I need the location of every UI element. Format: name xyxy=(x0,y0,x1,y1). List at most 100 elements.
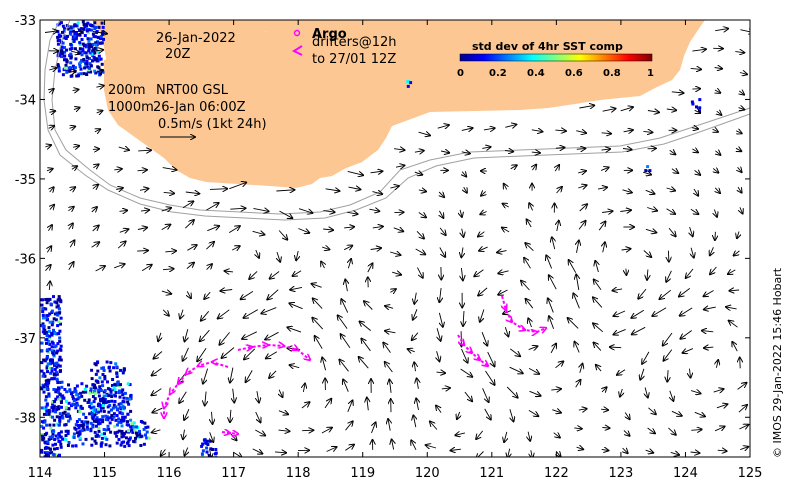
sst-pixel xyxy=(144,433,147,437)
current-arrow xyxy=(270,271,280,279)
sst-pixel xyxy=(100,432,104,436)
sst-pixel xyxy=(45,453,48,457)
current-arrow xyxy=(461,152,470,154)
current-arrow xyxy=(339,360,349,372)
sst-pixel xyxy=(76,21,80,25)
sst-pixel xyxy=(85,24,88,28)
sst-pixel xyxy=(97,407,100,411)
current-arrow xyxy=(622,149,632,150)
sst-pixel xyxy=(88,43,92,47)
sst-pixel xyxy=(69,55,73,59)
current-arrow xyxy=(372,226,383,228)
sst-pixel xyxy=(66,34,69,38)
current-arrow xyxy=(546,255,553,269)
sst-pixel xyxy=(70,392,73,396)
current-arrow xyxy=(632,326,646,334)
sst-pixel xyxy=(63,388,67,391)
sst-pixel xyxy=(58,418,62,421)
current-arrow xyxy=(255,429,265,436)
sst-pixel xyxy=(44,441,48,445)
sst-pixel xyxy=(55,361,59,365)
sst-pixel xyxy=(58,297,62,301)
current-arrow xyxy=(717,111,722,115)
sst-pixel xyxy=(63,36,67,40)
sst-pixel xyxy=(58,392,62,396)
sst-pixel xyxy=(65,59,69,63)
sst-pixel xyxy=(89,429,93,433)
current-arrow xyxy=(463,310,464,326)
sst-pixel xyxy=(99,399,103,402)
sst-pixel xyxy=(126,382,130,386)
sst-pixel xyxy=(79,61,82,65)
current-arrow xyxy=(692,149,698,153)
sst-pixel xyxy=(114,394,117,398)
sst-pixel xyxy=(58,53,61,57)
current-arrow xyxy=(498,271,509,274)
y-tick-label: -38 xyxy=(15,411,36,426)
sst-pixel xyxy=(108,387,112,391)
sst-pixel xyxy=(109,389,113,393)
sst-pixel xyxy=(94,35,98,39)
current-arrow xyxy=(555,148,565,149)
current-arrow xyxy=(738,187,742,193)
current-arrow xyxy=(279,389,282,397)
sst-pixel xyxy=(104,443,108,447)
sst-pixel xyxy=(75,431,79,435)
current-arrow xyxy=(568,318,579,329)
sst-pixel xyxy=(118,406,122,409)
current-arrow xyxy=(364,301,373,310)
sst-pixel xyxy=(114,391,118,394)
sst-pixel xyxy=(47,339,51,343)
current-arrow xyxy=(370,171,383,173)
current-arrow xyxy=(669,150,676,154)
current-arrow xyxy=(602,211,612,212)
sst-pixel xyxy=(68,417,72,421)
sst-pixel xyxy=(79,72,83,76)
current-arrow xyxy=(601,149,611,150)
x-tick-label: 120 xyxy=(415,466,440,481)
sst-pixel xyxy=(122,368,126,372)
current-arrow xyxy=(49,126,55,128)
sst-pixel xyxy=(78,41,82,45)
current-arrow xyxy=(557,221,559,232)
sst-pixel xyxy=(45,301,49,305)
sst-pixel xyxy=(44,395,48,399)
sst-pixel xyxy=(68,389,72,393)
sst-pixel xyxy=(112,412,116,416)
sst-pixel xyxy=(72,39,76,43)
current-arrow xyxy=(510,409,514,421)
current-arrow xyxy=(50,187,54,192)
sst-pixel xyxy=(74,444,78,448)
current-arrow xyxy=(348,259,351,269)
sst-pixel xyxy=(42,390,46,394)
current-arrow xyxy=(503,204,509,207)
current-arrow xyxy=(92,207,97,212)
current-arrow xyxy=(205,391,206,406)
current-arrow xyxy=(372,192,383,195)
sst-pixel xyxy=(61,30,64,34)
sst-pixel xyxy=(103,377,107,381)
current-arrow xyxy=(671,410,682,416)
sst-pixel xyxy=(40,298,44,302)
sst-pixel xyxy=(105,360,109,364)
current-arrow xyxy=(394,149,404,150)
sst-pixel xyxy=(61,73,65,77)
current-arrow xyxy=(740,207,743,213)
current-arrow xyxy=(683,348,694,353)
current-arrow xyxy=(504,431,507,442)
current-arrow xyxy=(298,208,312,213)
sst-pixel xyxy=(57,295,61,299)
current-arrow xyxy=(610,347,622,348)
current-arrow xyxy=(277,251,280,262)
sst-pixel xyxy=(46,442,50,445)
current-arrow xyxy=(163,192,175,193)
sst-pixel xyxy=(46,382,50,386)
sst-pixel xyxy=(51,351,55,355)
sst-pixel xyxy=(62,54,66,58)
sst-pixel xyxy=(91,59,94,63)
sst-pixel xyxy=(53,363,56,367)
sst-pixel xyxy=(110,408,113,412)
sst-pixel xyxy=(113,387,117,391)
current-arrow xyxy=(647,111,659,113)
sst-pixel xyxy=(66,412,70,416)
